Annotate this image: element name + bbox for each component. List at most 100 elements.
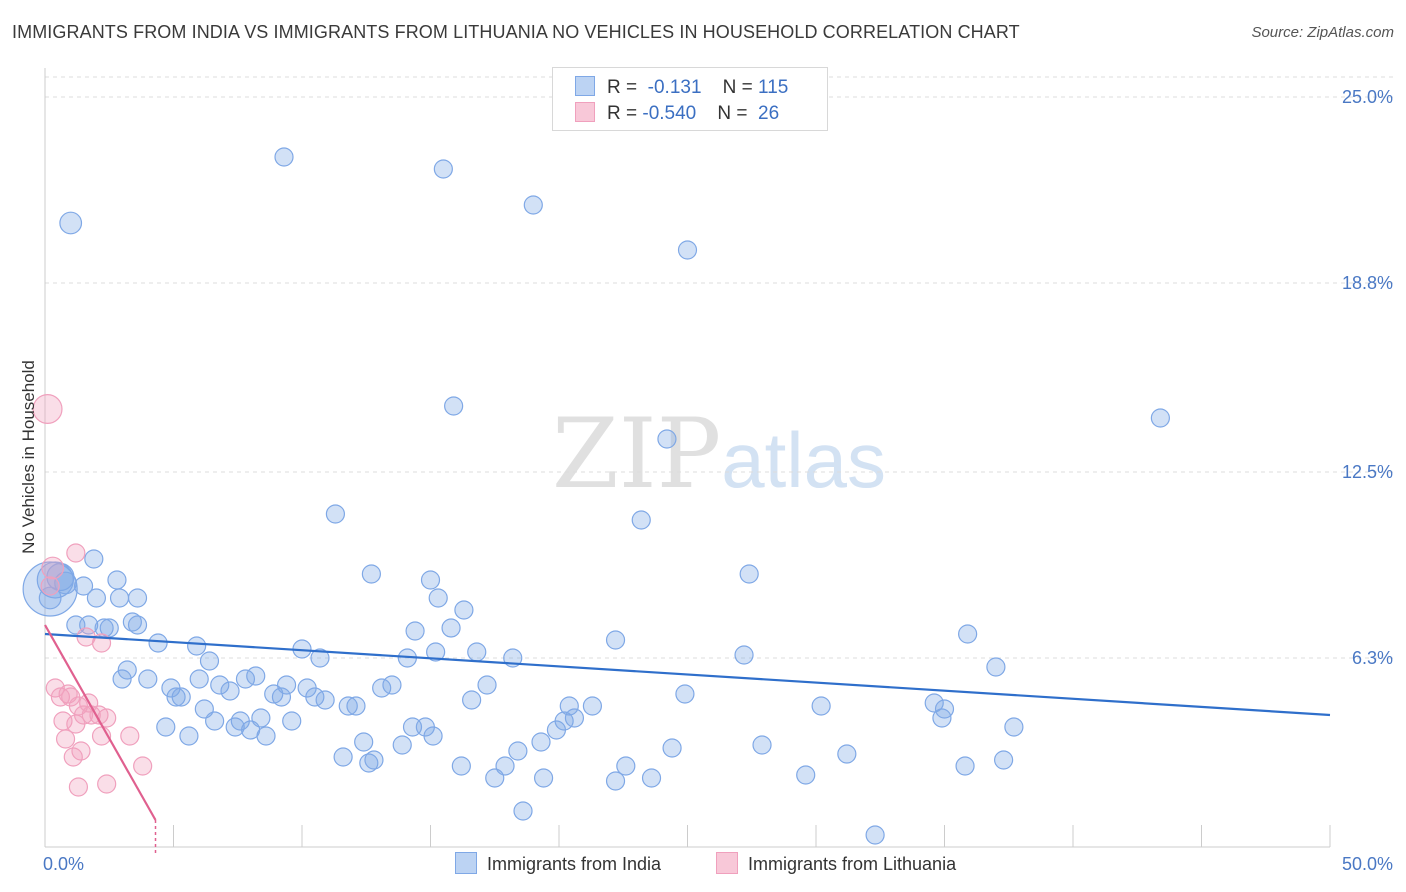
india-trend-line xyxy=(44,632,1331,717)
india-point-102 xyxy=(752,735,772,755)
india-point-39 xyxy=(251,708,271,728)
axes xyxy=(44,68,1331,848)
lithuania-points xyxy=(32,394,153,797)
lithuania-point-14 xyxy=(73,705,94,725)
india-point-75 xyxy=(462,690,482,710)
legend-row-lithuania: R = -0.540 N = 26 xyxy=(575,102,779,126)
india-n-label: N = xyxy=(722,77,759,98)
india-point-19 xyxy=(117,660,137,680)
india-point-0 xyxy=(22,561,78,617)
lithuania-point-22 xyxy=(120,726,140,746)
india-point-101 xyxy=(739,564,759,584)
bottom-lithuania-swatch xyxy=(716,852,738,874)
watermark: ZIPatlas xyxy=(552,398,886,510)
india-point-32 xyxy=(156,717,176,737)
lithuania-point-23 xyxy=(133,756,153,776)
india-point-70 xyxy=(441,618,461,638)
india-point-16 xyxy=(122,612,142,632)
india-swatch xyxy=(575,76,595,96)
correlation-legend: R = -0.131 N = 115 R = -0.540 N = 26 xyxy=(552,67,828,131)
bottom-india-swatch xyxy=(455,852,477,874)
india-point-114 xyxy=(1004,717,1024,737)
india-point-104 xyxy=(811,696,831,716)
india-point-91 xyxy=(605,771,626,791)
india-point-53 xyxy=(338,696,358,716)
india-point-33 xyxy=(179,726,199,746)
india-point-90 xyxy=(582,696,603,716)
india-point-18 xyxy=(148,633,168,653)
lithuania-point-25 xyxy=(97,774,117,794)
india-point-8 xyxy=(86,588,107,608)
india-r-value: -0.131 xyxy=(642,77,702,98)
india-point-81 xyxy=(508,741,528,761)
lithuania-point-2 xyxy=(40,576,60,596)
lithuania-point-20 xyxy=(63,747,83,767)
india-point-40 xyxy=(256,726,276,746)
india-point-100 xyxy=(734,645,754,665)
india-point-107 xyxy=(924,693,944,713)
india-point-25 xyxy=(187,636,207,656)
x-tick-label-1: 50.0% xyxy=(1342,854,1393,874)
watermark-zip: ZIP xyxy=(552,398,722,510)
india-point-99 xyxy=(677,240,698,260)
lithuania-point-19 xyxy=(71,741,91,761)
y-tick-label-2: 18.8% xyxy=(1342,273,1393,293)
india-point-84 xyxy=(531,732,551,752)
india-point-85 xyxy=(533,768,554,788)
india-point-77 xyxy=(477,675,497,695)
india-r-label: R = xyxy=(607,77,643,98)
india-point-17 xyxy=(127,615,148,635)
lithuania-point-3 xyxy=(66,543,86,563)
india-point-110 xyxy=(958,624,978,644)
india-point-95 xyxy=(641,768,662,788)
india-point-27 xyxy=(199,651,220,671)
india-point-106 xyxy=(865,825,885,845)
india-point-29 xyxy=(220,681,240,701)
india-point-54 xyxy=(346,696,366,716)
y-tick-label-1: 12.5% xyxy=(1342,462,1393,482)
india-point-115 xyxy=(1150,408,1170,428)
india-point-31 xyxy=(246,666,266,686)
india-point-58 xyxy=(361,564,381,584)
bottom-india-label: Immigrants from India xyxy=(487,854,662,874)
india-point-23 xyxy=(166,687,186,707)
india-points xyxy=(22,147,1170,845)
india-point-67 xyxy=(426,642,446,662)
india-point-11 xyxy=(127,588,148,608)
india-point-48 xyxy=(310,648,330,668)
india-point-56 xyxy=(359,753,379,773)
india-point-24 xyxy=(171,687,191,707)
india-point-26 xyxy=(189,669,209,689)
india-point-68 xyxy=(420,570,441,590)
india-point-109 xyxy=(934,699,955,719)
india-point-50 xyxy=(274,147,294,167)
india-point-57 xyxy=(364,750,384,770)
india-point-94 xyxy=(631,510,651,530)
india-point-98 xyxy=(675,684,695,704)
legend-row-india: R = -0.131 N = 115 xyxy=(575,76,788,100)
india-point-69 xyxy=(428,588,448,608)
india-point-20 xyxy=(112,669,132,689)
y-tick-label-3: 25.0% xyxy=(1342,87,1393,107)
india-point-7 xyxy=(84,549,104,569)
india-point-35 xyxy=(205,711,225,731)
india-point-42 xyxy=(271,687,292,707)
india-point-6 xyxy=(73,576,94,596)
bottom-lithuania-label: Immigrants from Lithuania xyxy=(748,854,957,874)
india-point-96 xyxy=(657,429,677,449)
bottom-legend-lithuania: Immigrants from Lithuania xyxy=(716,852,956,875)
x-tick-label-0: 0.0% xyxy=(43,854,84,874)
india-point-76 xyxy=(467,642,487,662)
india-point-73 xyxy=(433,159,453,179)
india-point-5 xyxy=(59,211,83,235)
india-point-28 xyxy=(210,675,230,695)
india-point-49 xyxy=(315,690,335,710)
lithuania-n-value: 26 xyxy=(752,103,780,124)
india-point-64 xyxy=(405,621,425,641)
india-point-44 xyxy=(282,711,302,731)
india-point-111 xyxy=(955,756,975,776)
india-point-103 xyxy=(796,765,816,785)
chart-source: Source: ZipAtlas.com xyxy=(1251,24,1394,41)
india-point-13 xyxy=(79,615,99,635)
